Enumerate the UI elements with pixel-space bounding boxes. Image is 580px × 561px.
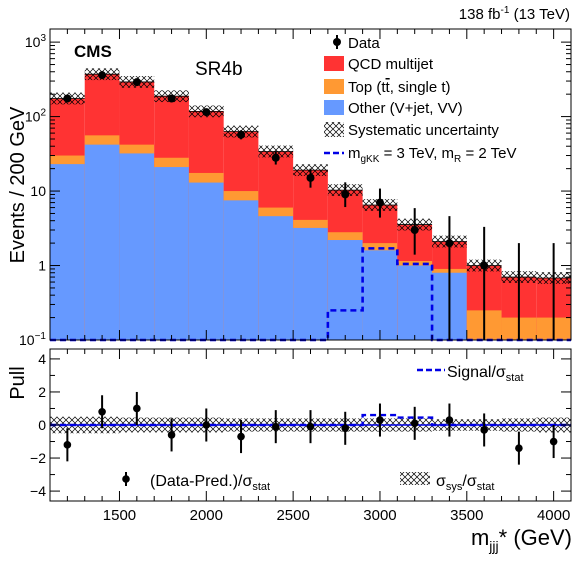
- pull-point-9: [376, 416, 384, 424]
- svg-text:Data: Data: [348, 35, 380, 52]
- pull-point-6: [271, 422, 280, 431]
- pull-point-13: [515, 444, 523, 452]
- main-x-ticks: [49, 29, 572, 340]
- data-point-12: [480, 261, 489, 270]
- pull-signal-line: [50, 413, 571, 427]
- y-tick-label-2: 10: [30, 183, 46, 199]
- x-tick-label-4: 3500: [450, 507, 483, 524]
- stacked-histogram: [50, 74, 571, 341]
- svg-text:Top (tt, single t): Top (tt, single t): [348, 79, 451, 96]
- data-point-2: [132, 78, 141, 87]
- legend-other: Other (V+jet, VV): [324, 100, 463, 117]
- bar-other-7: [293, 227, 328, 340]
- legend-data: Data: [333, 35, 380, 52]
- bar-other-6: [258, 216, 294, 340]
- bar-other-4: [188, 182, 224, 340]
- svg-text:Other (V+jet, VV): Other (V+jet, VV): [348, 100, 463, 117]
- pull-point-10: [410, 419, 419, 428]
- y-tick-label-1: 1: [38, 258, 46, 274]
- data-point-6: [271, 153, 280, 162]
- bar-other-8: [327, 240, 363, 340]
- x-tick-label-3: 3000: [363, 507, 396, 524]
- data-point-5: [237, 130, 246, 139]
- pull-y-axis: −4 −2 0 2 4: [30, 351, 571, 499]
- pull-legend-signal: Signal/σstat: [417, 364, 524, 384]
- bar-other-2: [119, 153, 155, 340]
- pull-legend-data: (Data-Pred.)/σstat: [122, 472, 270, 493]
- x-tick-label-5: 4000: [537, 507, 570, 524]
- y-tick-label-3: 102: [25, 108, 47, 125]
- data-point-8: [341, 190, 350, 199]
- bar-other-3: [154, 167, 189, 340]
- pull-point-0: [63, 441, 72, 449]
- bar-other-10: [397, 265, 433, 340]
- data-point-11: [445, 239, 454, 248]
- region-label: SR4b: [195, 59, 243, 80]
- legend-signal: mgKK = 3 TeV, mR = 2 TeV: [324, 145, 516, 165]
- main-y-axis: 10−1 1 10 102 103: [19, 33, 571, 348]
- data-point-3: [167, 94, 176, 103]
- x-axis-label: mjjj* (GeV): [471, 525, 572, 554]
- pull-point-4: [202, 421, 211, 429]
- pull-point-7: [306, 422, 315, 431]
- bar-other-1: [84, 144, 120, 340]
- pull-y-tick-label-3: 2: [38, 384, 46, 400]
- svg-text:Systematic uncertainty: Systematic uncertainty: [348, 122, 499, 139]
- y-tick-label-0: 10−1: [19, 331, 46, 348]
- pull-point-3: [167, 431, 176, 439]
- svg-text:mgKK = 3 TeV, mR = 2 TeV: mgKK = 3 TeV, mR = 2 TeV: [348, 145, 516, 165]
- pull-legend-data-marker: [122, 475, 130, 483]
- x-tick-label-2: 2500: [276, 507, 309, 524]
- pull-point-14: [549, 437, 558, 446]
- pull-y-tick-label-1: −2: [30, 450, 46, 466]
- data-point-10: [410, 225, 419, 234]
- legend-syst-swatch: [324, 122, 344, 137]
- legend-syst: Systematic uncertainty: [324, 122, 499, 139]
- pull-point-2: [133, 404, 141, 413]
- pull-legend-syst-swatch: [400, 472, 430, 485]
- legend-other-swatch: [324, 100, 344, 115]
- pull-point-8: [341, 424, 350, 433]
- pull-y-tick-label-4: 4: [38, 351, 46, 367]
- legend-top-swatch: [324, 79, 344, 94]
- pull-x-axis: 1500 2000 2500 3000 3500 4000: [49, 349, 572, 524]
- legend-data-marker: [333, 38, 341, 46]
- pull-point-11: [445, 416, 454, 424]
- pull-y-label: Pull: [7, 366, 29, 399]
- bar-other-9: [362, 250, 398, 340]
- pull-point-5: [237, 432, 245, 441]
- data-point-0: [63, 94, 72, 103]
- pull-points: [63, 391, 558, 465]
- pull-y-tick-label-0: −4: [30, 483, 46, 499]
- y-axis-label: Events / 200 GeV: [7, 106, 29, 263]
- data-points: [63, 71, 555, 340]
- cms-label: CMS: [74, 42, 112, 61]
- pull-legend-syst: σsys/σstat: [400, 472, 494, 493]
- x-tick-label-1: 2000: [190, 507, 223, 524]
- svg-text:(Data-Pred.)/σstat: (Data-Pred.)/σstat: [150, 473, 270, 493]
- legend: Data QCD multijet Top (tt, single t) Oth…: [324, 35, 516, 165]
- pull-point-1: [98, 407, 106, 416]
- data-point-9: [375, 198, 384, 207]
- legend-top: Top (tt, single t): [324, 79, 451, 96]
- bar-other-0: [50, 164, 85, 340]
- legend-qcd: QCD multijet: [324, 56, 434, 73]
- svg-text:Signal/σstat: Signal/σstat: [447, 364, 524, 384]
- y-tick-label-4: 103: [25, 33, 47, 50]
- data-point-7: [306, 173, 315, 182]
- pull-point-12: [480, 426, 488, 434]
- pull-y-tick-label-2: 0: [38, 417, 46, 433]
- lumi-label: 138 fb-1 (13 TeV): [459, 5, 570, 23]
- x-tick-label-0: 1500: [103, 507, 136, 524]
- data-point-4: [202, 108, 211, 117]
- legend-qcd-swatch: [324, 56, 344, 71]
- pull-panel: −4 −2 0 2 4 1500 2000 2500 3000 3500 4000 Pull Si…: [7, 348, 572, 524]
- svg-text:σsys/σstat: σsys/σstat: [436, 473, 494, 493]
- data-point-1: [98, 71, 107, 80]
- svg-text:QCD multijet: QCD multijet: [348, 56, 434, 73]
- bar-other-5: [223, 200, 259, 340]
